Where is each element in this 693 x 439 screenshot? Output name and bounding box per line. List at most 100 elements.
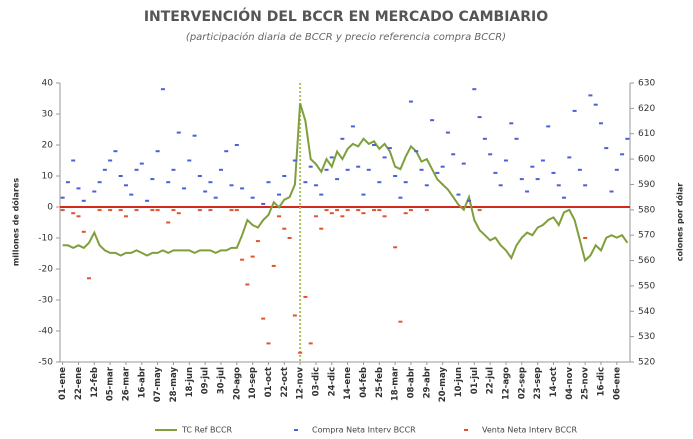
- x-tick-label: 26-mar: [121, 366, 131, 401]
- scatter-point: [424, 184, 429, 187]
- scatter-point: [588, 94, 593, 97]
- scatter-point: [324, 209, 329, 212]
- scatter-point: [372, 144, 377, 146]
- x-tick-label: 25-feb: [375, 367, 385, 398]
- scatter-point: [118, 209, 123, 212]
- scatter-point: [340, 137, 345, 140]
- legend-label: TC Ref BCCR: [181, 426, 233, 435]
- x-tick-label: 12-nov: [296, 367, 306, 400]
- scatter-point: [197, 209, 202, 212]
- y-tick-label: -20: [38, 265, 53, 275]
- x-tick-label: 16-dic: [596, 367, 606, 396]
- x-tick-label: 03-dic: [311, 367, 321, 396]
- y2-tick-label: 570: [638, 231, 655, 241]
- scatter-point: [303, 181, 308, 184]
- x-tick-label: 23-sep: [533, 367, 543, 399]
- scatter-point: [361, 212, 366, 215]
- x-tick-label: 24-dic: [327, 367, 337, 396]
- scatter-point: [271, 264, 276, 267]
- x-tick-label: 14-oct: [549, 367, 559, 397]
- scatter-point: [102, 168, 107, 171]
- scatter-point: [620, 153, 625, 156]
- x-tick-label: 28-may: [169, 367, 179, 403]
- scatter-point: [408, 209, 413, 212]
- scatter-point: [329, 156, 334, 159]
- y2-tick-label: 590: [638, 180, 655, 190]
- scatter-point: [213, 196, 218, 199]
- scatter-point: [382, 215, 387, 218]
- x-tick-label: 04-feb: [359, 367, 369, 398]
- scatter-point: [408, 100, 413, 103]
- scatter-point: [150, 209, 155, 212]
- y-tick-label: 30: [42, 110, 54, 120]
- scatter-point: [445, 131, 450, 134]
- scatter-point: [440, 165, 445, 168]
- x-tick-label: 06-ene: [612, 367, 622, 400]
- scatter-point: [482, 137, 487, 140]
- scatter-point: [218, 168, 223, 171]
- scatter-point: [514, 137, 519, 140]
- scatter-point: [261, 317, 266, 320]
- scatter-point: [377, 181, 382, 184]
- scatter-point: [113, 150, 118, 153]
- scatter-point: [503, 159, 508, 162]
- x-tick-label: 09-jul: [201, 367, 211, 394]
- scatter-point: [345, 209, 350, 212]
- scatter-point: [240, 187, 245, 190]
- scatter-point: [461, 162, 466, 165]
- y2-tick-label: 620: [638, 104, 655, 114]
- scatter-point: [261, 202, 266, 205]
- scatter-point: [356, 209, 361, 212]
- scatter-point: [424, 209, 429, 212]
- scatter-point: [255, 240, 260, 243]
- scatter-point: [535, 178, 540, 181]
- scatter-point: [145, 199, 150, 202]
- scatter-point: [609, 190, 614, 193]
- scatter-point: [398, 320, 403, 323]
- scatter-point: [97, 181, 102, 184]
- scatter-point: [472, 88, 477, 91]
- scatter-point: [335, 178, 340, 181]
- scatter-point: [393, 175, 398, 177]
- y2-tick-label: 560: [638, 256, 655, 266]
- x-tick-label: 20-may: [438, 367, 448, 403]
- scatter-point: [456, 193, 461, 196]
- scatter-point: [92, 190, 97, 193]
- scatter-point: [345, 168, 350, 171]
- scatter-point: [387, 147, 392, 150]
- scatter-point: [60, 209, 65, 212]
- scatter-point: [203, 190, 208, 193]
- scatter-point: [577, 168, 582, 171]
- legend-swatch: [294, 429, 298, 431]
- scatter-point: [166, 221, 171, 224]
- scatter-point: [277, 215, 282, 218]
- scatter-point: [477, 116, 482, 119]
- x-tick-label: 10-sep: [248, 367, 258, 399]
- scatter-point: [81, 199, 86, 202]
- scatter-point: [562, 196, 567, 199]
- scatter-point: [540, 159, 545, 162]
- y2-tick-label: 550: [638, 281, 655, 291]
- x-tick-label: 01-ene: [58, 367, 68, 400]
- scatter-point: [192, 134, 197, 137]
- x-tick-label: 01-jul: [470, 367, 480, 394]
- scatter-point: [414, 150, 419, 153]
- scatter-point: [234, 209, 239, 212]
- scatter-point: [604, 147, 609, 150]
- scatter-point: [435, 171, 440, 174]
- y2-tick-label: 530: [638, 332, 655, 342]
- y2-tick-label: 540: [638, 307, 655, 317]
- scatter-point: [567, 156, 572, 159]
- scatter-point: [282, 227, 287, 230]
- scatter-point: [65, 181, 70, 184]
- scatter-point: [234, 144, 239, 146]
- scatter-point: [340, 215, 345, 218]
- scatter-point: [197, 175, 202, 177]
- scatter-point: [419, 168, 424, 171]
- scatter-point: [81, 230, 86, 233]
- scatter-point: [313, 184, 318, 187]
- scatter-point: [319, 193, 324, 196]
- scatter-point: [76, 187, 81, 190]
- scatter-point: [250, 255, 255, 258]
- x-tick-label: 04-nov: [565, 367, 575, 400]
